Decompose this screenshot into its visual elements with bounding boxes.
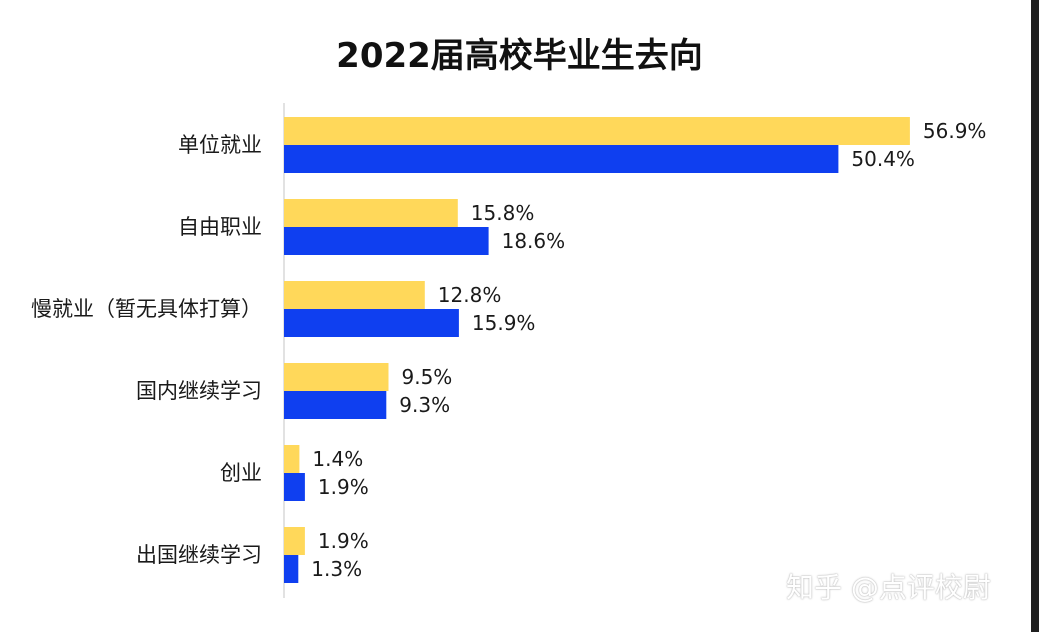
data-label: 15.8% — [471, 201, 535, 225]
category-label: 创业 — [220, 461, 262, 485]
data-label: 9.3% — [399, 393, 450, 417]
category-label: 出国继续学习 — [136, 543, 262, 567]
bar-series-2 — [284, 145, 839, 173]
bar-series-1 — [284, 363, 389, 391]
category-label: 自由职业 — [178, 215, 262, 239]
bar-series-2 — [284, 391, 387, 419]
data-label: 12.8% — [438, 283, 502, 307]
data-label: 56.9% — [923, 119, 987, 143]
data-label: 15.9% — [472, 311, 536, 335]
bar-series-1 — [284, 445, 300, 473]
data-label: 1.9% — [318, 529, 369, 553]
chart-title: 2022届高校毕业生去向 — [336, 36, 703, 76]
bar-series-2 — [284, 555, 299, 583]
bar-series-2 — [284, 473, 305, 501]
bar-series-2 — [284, 309, 459, 337]
bar-series-1 — [284, 199, 458, 227]
data-label: 18.6% — [502, 229, 566, 253]
bar-series-1 — [284, 281, 425, 309]
data-label: 1.9% — [318, 475, 369, 499]
data-label: 1.3% — [311, 557, 362, 581]
watermark: 知乎 @点评校尉 — [786, 571, 991, 604]
category-label: 单位就业 — [178, 133, 262, 157]
bar-series-2 — [284, 227, 489, 255]
data-label: 50.4% — [851, 147, 915, 171]
bar-series-1 — [284, 527, 305, 555]
data-label: 9.5% — [402, 365, 453, 389]
data-label: 1.4% — [312, 447, 363, 471]
category-label: 国内继续学习 — [136, 379, 262, 403]
bar-series-1 — [284, 117, 910, 145]
category-label: 慢就业（暂无具体打算） — [31, 297, 262, 321]
window-edge — [1031, 0, 1039, 632]
